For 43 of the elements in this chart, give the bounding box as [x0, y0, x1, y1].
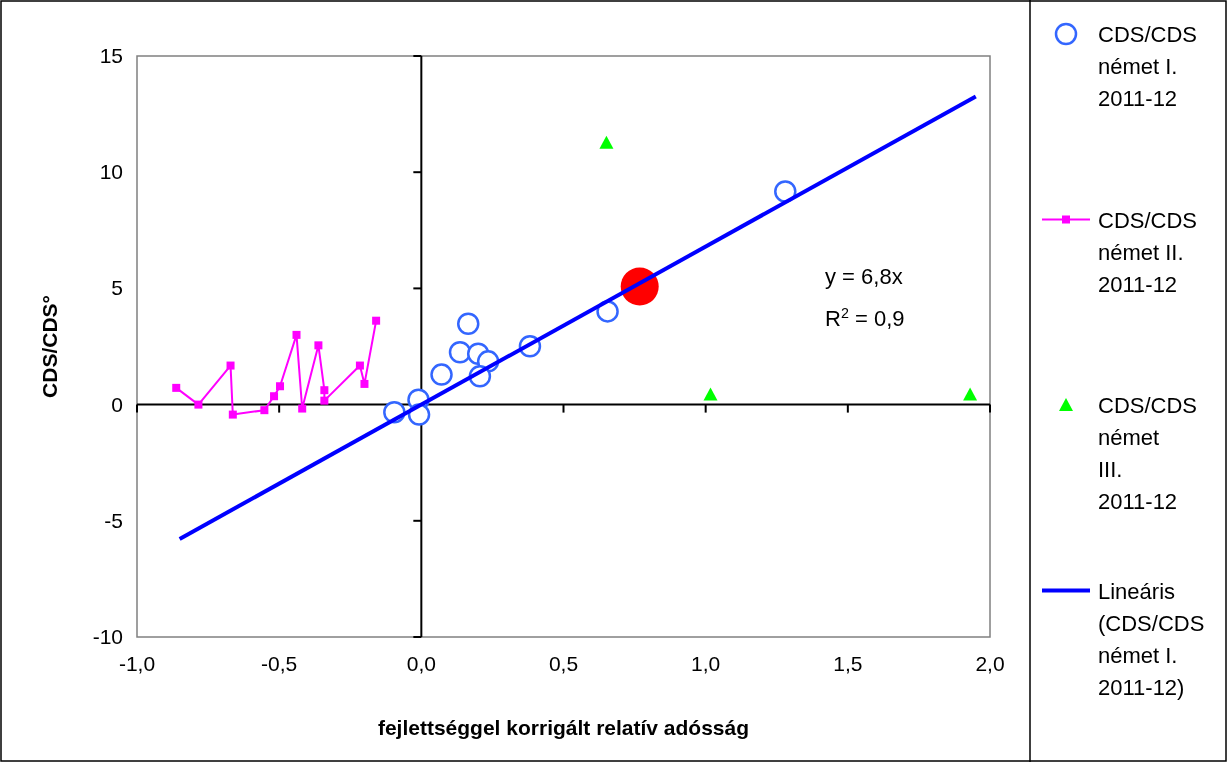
point — [430, 363, 453, 386]
x-tick-label: 1,5 — [833, 652, 863, 675]
point — [228, 410, 237, 419]
point — [320, 386, 329, 395]
point — [260, 406, 269, 415]
y-tick-label: -5 — [104, 508, 123, 532]
point — [355, 361, 364, 370]
legend-label: CDS/CDS német I. 2011-12 — [1098, 22, 1198, 111]
y-tick-label: 5 — [111, 276, 123, 300]
point — [226, 361, 235, 370]
x-tick-label: 1,0 — [691, 652, 721, 675]
x-tick-label: -1,0 — [118, 652, 156, 675]
legend-label: CDS/CDS német II. 2011-12 — [1098, 207, 1198, 297]
point — [360, 379, 369, 388]
y-tick-label: 10 — [99, 160, 123, 184]
point — [448, 341, 472, 364]
legend-label: CDS/CDS német III. 2011-12 — [1098, 393, 1198, 514]
legend-label: Lineáris (CDS/CDS német I. 2011-12) — [1098, 578, 1205, 700]
point — [703, 387, 718, 401]
point — [270, 392, 279, 401]
point — [292, 330, 301, 339]
point — [372, 316, 381, 325]
x-tick-label: 0,0 — [406, 652, 436, 675]
annotation: y = 6,8x — [825, 264, 903, 289]
y-tick-label: -10 — [92, 625, 123, 648]
y-tick-label: 15 — [99, 44, 123, 67]
point — [320, 396, 329, 405]
x-axis-title: fejlettséggel korrigált relatív adósság — [377, 716, 750, 739]
point — [172, 383, 181, 392]
x-tick-label: 0,5 — [548, 652, 579, 675]
point — [599, 135, 614, 149]
point — [314, 341, 323, 350]
x-tick-label: -0,5 — [261, 652, 298, 675]
y-tick-label: 0 — [111, 392, 123, 416]
point — [963, 387, 978, 401]
annotation: R$^{2}$ = 0,9 — [825, 305, 905, 331]
point — [194, 400, 203, 409]
y-axis-title: CDS/CDS° — [38, 295, 61, 398]
point — [298, 404, 307, 413]
point — [457, 312, 480, 335]
point — [774, 180, 797, 203]
point — [276, 382, 285, 391]
x-tick-label: 2,0 — [975, 652, 1005, 675]
